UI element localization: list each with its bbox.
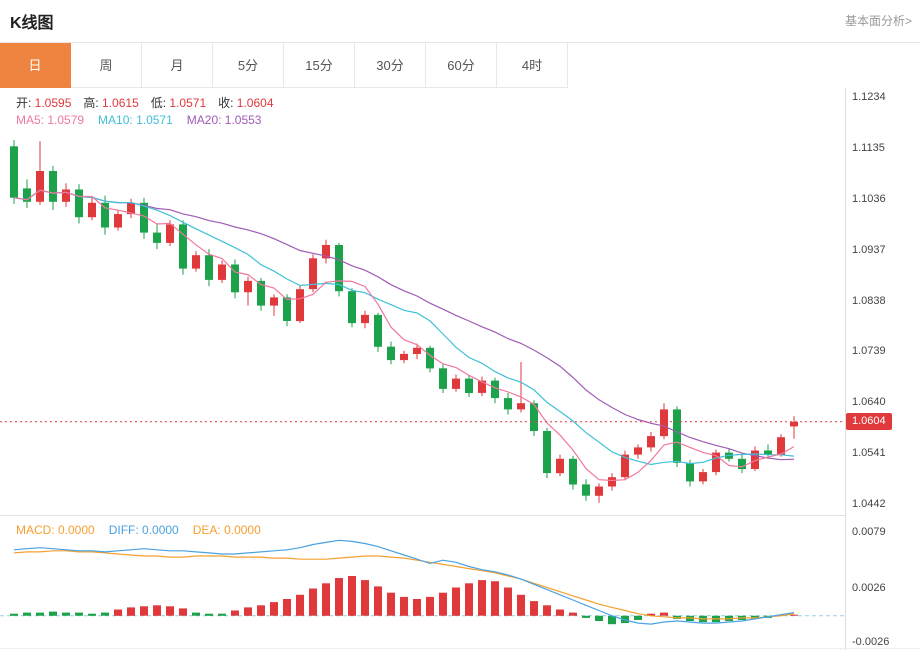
macd-legend-item: DIFF: 0.0000	[108, 523, 179, 537]
candlestick-canvas	[0, 140, 845, 503]
tab-周[interactable]: 周	[71, 43, 142, 88]
bottom-border	[0, 648, 920, 649]
macd-axis-tick: -0.0026	[852, 636, 890, 648]
ohlc-legend-value: 1.0615	[102, 96, 139, 110]
ma-legend: MA5: 1.0579 MA10: 1.0571 MA20: 1.0553	[16, 113, 275, 127]
tab-5分[interactable]: 5分	[213, 43, 284, 88]
current-price-badge: 1.0604	[846, 412, 892, 430]
fundamental-analysis-link[interactable]: 基本面分析>	[844, 14, 912, 28]
ohlc-legend-label: 开:	[16, 96, 35, 110]
ohlc-legend-value: 1.0604	[236, 96, 274, 110]
tab-30分[interactable]: 30分	[355, 43, 426, 88]
page-title: K线图	[10, 15, 54, 32]
price-axis-tick: 1.0937	[852, 243, 886, 256]
ohlc-legend-label: 低:	[150, 96, 170, 110]
price-axis-tick: 1.1234	[852, 91, 886, 103]
tab-日[interactable]: 日	[0, 43, 71, 88]
price-axis-tick: 1.0640	[852, 396, 886, 409]
price-axis-tick: 1.0739	[852, 345, 886, 358]
tab-60分[interactable]: 60分	[426, 43, 497, 88]
panel-divider	[0, 515, 845, 516]
ma-legend-item: MA10: 1.0571	[98, 113, 173, 127]
price-axis-tick: 1.0541	[852, 447, 886, 460]
macd-axis-tick: 0.0079	[852, 526, 886, 538]
macd-legend-item: MACD: 0.0000	[16, 523, 95, 537]
tab-15分[interactable]: 15分	[284, 43, 355, 88]
tab-strip: 日周月 5分 15分 30分 60分 4时	[0, 43, 568, 88]
price-axis-line	[845, 88, 846, 650]
macd-canvas	[0, 539, 845, 625]
ohlc-legend: 开: 1.0595 高: 1.0615 低: 1.0571 收: 1.0604	[16, 94, 286, 111]
header-divider	[0, 42, 920, 43]
price-axis-tick: 1.1135	[852, 141, 885, 154]
ma-legend-item: MA5: 1.0579	[16, 113, 85, 127]
price-axis-tick: 1.0442	[852, 498, 886, 510]
price-axis-tick: 1.0838	[852, 294, 886, 307]
macd-axis-tick: 0.0026	[852, 581, 886, 594]
macd-legend: MACD: 0.0000 DIFF: 0.0000 DEA: 0.0000	[16, 523, 275, 537]
ohlc-legend-label: 高:	[83, 96, 103, 110]
ohlc-legend-value: 1.0595	[34, 96, 72, 110]
ohlc-legend-label: 收:	[218, 96, 237, 110]
tab-月[interactable]: 月	[142, 43, 213, 88]
ohlc-legend-value: 1.0571	[169, 96, 207, 110]
price-axis-tick: 1.1036	[852, 192, 886, 205]
macd-legend-item: DEA: 0.0000	[192, 523, 261, 537]
tab-4时[interactable]: 4时	[497, 43, 568, 88]
ma-legend-item: MA20: 1.0553	[186, 113, 262, 127]
